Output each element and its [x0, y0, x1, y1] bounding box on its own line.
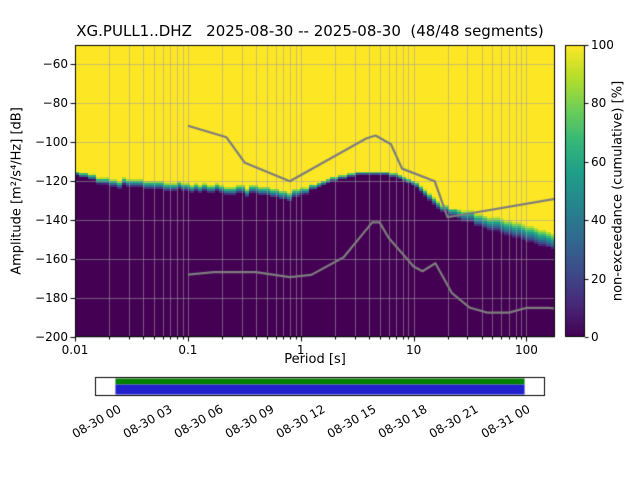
y-tick-label: −180 [35, 291, 68, 306]
y-tick-label: −120 [35, 174, 68, 189]
y-tick-label: −100 [35, 135, 68, 150]
colorbar-tick-label: 20 [591, 271, 607, 286]
y-tick-label: −140 [35, 213, 68, 228]
x-tick-label: 100 [515, 343, 538, 357]
plot-title: XG.PULL1..DHZ 2025-08-30 -- 2025-08-30 (… [76, 22, 544, 40]
y-tick-label: −80 [42, 96, 68, 111]
colorbar-tick-label: 60 [591, 154, 607, 169]
colorbar-tick-label: 100 [591, 38, 614, 52]
colorbar-label: non-exceedance (cumulative) [%] [610, 80, 626, 302]
x-tick-label: 0.1 [178, 343, 198, 357]
x-axis-label: Period [s] [284, 352, 346, 367]
x-tick-label: 10 [405, 343, 422, 357]
y-axis-label: Amplitude [m²/s⁴/Hz] [dB] [9, 107, 25, 275]
y-tick-label: −200 [35, 330, 68, 344]
colorbar-tick-label: 40 [591, 213, 607, 228]
x-tick-label: 1 [296, 343, 305, 357]
x-tick-label: 0.01 [61, 343, 89, 357]
colorbar-tick-label: 0 [591, 330, 599, 344]
y-tick-label: −160 [35, 252, 68, 267]
colorbar-tick-label: 80 [591, 96, 607, 111]
y-tick-label: −60 [42, 57, 68, 72]
